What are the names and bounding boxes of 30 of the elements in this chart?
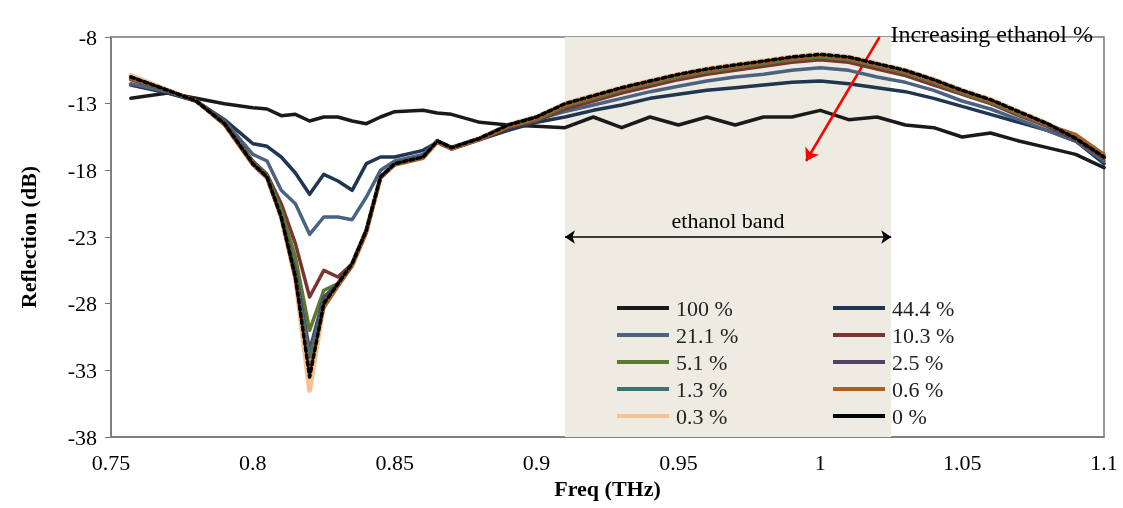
x-tick-label: 0.95 [659,449,698,475]
y-tick-label: -23 [67,224,97,250]
y-axis-title: Reflection (dB) [15,165,41,309]
x-tick-label: 0.9 [522,449,551,475]
y-tick-label: -18 [67,157,97,183]
legend-label: 0.3 % [676,403,728,429]
legend-label: 100 % [676,295,733,321]
x-axis-title: Freq (THz) [554,476,661,502]
legend-label: 44.4 % [892,295,955,321]
legend-label: 2.5 % [892,349,944,375]
y-tick-label: -38 [67,424,97,450]
legend-label: 1.3 % [676,376,728,402]
legend-label: 10.3 % [892,322,955,348]
legend-label: 21.1 % [676,322,739,348]
legend-label: 5.1 % [676,349,728,375]
band-label: ethanol band [671,207,785,233]
x-tick-label: 0.8 [239,449,267,475]
y-tick-label: -33 [67,357,97,383]
y-tick-label: -28 [67,291,97,317]
legend-label: 0 % [892,403,927,429]
annotation: Increasing ethanol % [890,21,1094,47]
x-tick-label: 1 [814,449,826,475]
x-tick-label: 1.1 [1090,449,1118,475]
legend-label: 0.6 % [892,376,944,402]
y-tick-label: -13 [67,91,97,117]
x-tick-label: 0.85 [375,449,414,475]
line-series [129,91,1106,170]
x-tick-label: 0.75 [91,449,131,475]
x-tick-label: 1.05 [942,449,982,475]
y-tick-label: -8 [78,24,97,50]
